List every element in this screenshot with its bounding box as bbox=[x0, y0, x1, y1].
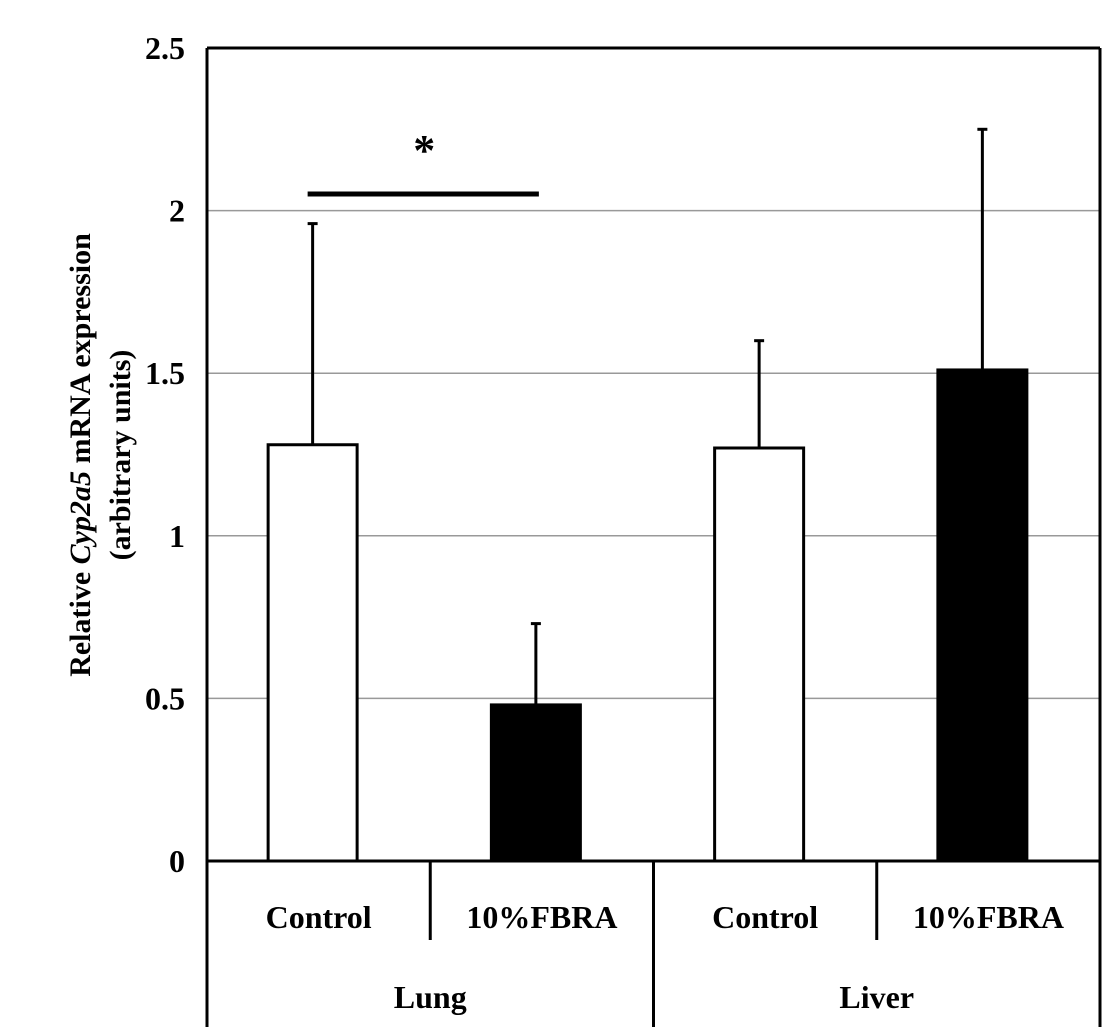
y-axis-label-line2: (arbitrary units) bbox=[104, 350, 137, 561]
bar bbox=[936, 368, 1029, 863]
group-label: Lung bbox=[394, 979, 467, 1015]
y-tick-label: 2 bbox=[169, 193, 185, 229]
y-tick-label: 0 bbox=[169, 843, 185, 879]
group-label: Liver bbox=[839, 979, 914, 1015]
x-tick-label: 10%FBRA bbox=[913, 899, 1064, 935]
y-tick-label: 0.5 bbox=[145, 680, 185, 716]
bar bbox=[489, 703, 582, 863]
bar bbox=[266, 443, 359, 863]
y-tick-label: 2.5 bbox=[145, 30, 185, 66]
bar bbox=[713, 446, 806, 863]
y-tick-label: 1 bbox=[169, 518, 185, 554]
y-label-suffix: mRNA expression bbox=[64, 233, 97, 464]
x-tick-label: Control bbox=[712, 899, 818, 935]
y-tick-label: 1.5 bbox=[145, 355, 185, 391]
y-axis-label: Relative Cyp2a5 mRNA expression bbox=[64, 233, 97, 677]
y-label-prefix: Relative bbox=[64, 572, 97, 677]
y-label-gene: Cyp2a5 bbox=[64, 471, 97, 564]
x-tick-label: Control bbox=[266, 899, 372, 935]
x-tick-label: 10%FBRA bbox=[466, 899, 617, 935]
significance-marker: * bbox=[413, 126, 435, 175]
